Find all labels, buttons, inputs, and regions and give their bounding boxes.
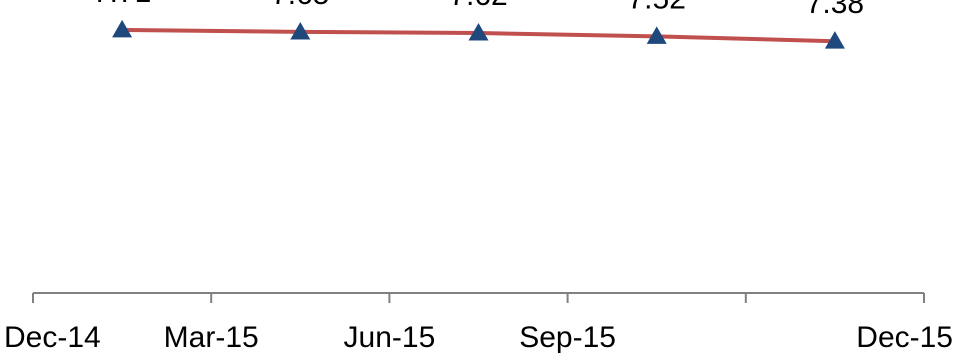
data-label: 7.65 — [271, 0, 329, 11]
data-point-marker — [646, 26, 667, 44]
x-tick-label: Dec-14 — [4, 321, 101, 354]
x-tick-label: Mar-15 — [164, 321, 259, 354]
series-layer — [112, 19, 845, 49]
x-tick-label: Sep-15 — [519, 321, 616, 354]
data-label: 7.71 — [93, 0, 151, 9]
data-label: 7.52 — [628, 0, 686, 15]
labels-layer: 7.71 7.65 7.62 7.52 7.38 — [93, 0, 864, 20]
data-point-marker — [824, 31, 845, 49]
x-axis: Dec-14 Mar-15 Jun-15 Sep-15 Dec-15 — [4, 292, 953, 354]
data-point-marker — [468, 22, 489, 41]
data-label: 7.62 — [449, 0, 507, 12]
data-point-marker — [112, 19, 133, 38]
data-point-marker — [290, 21, 311, 40]
x-tick-label: Jun-15 — [344, 321, 436, 354]
x-tick-label: Dec-15 — [856, 321, 953, 354]
data-label: 7.38 — [806, 0, 864, 20]
